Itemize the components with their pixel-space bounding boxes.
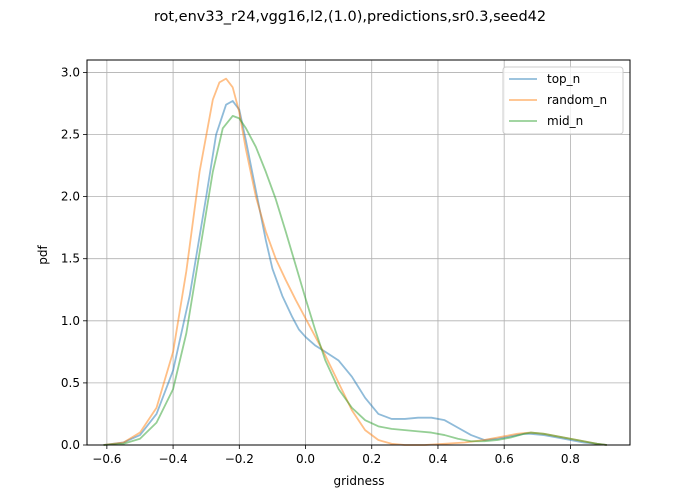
y-tick-label: 3.0 — [61, 65, 80, 79]
x-tick-label: 0.8 — [561, 452, 580, 466]
x-tick-label: −0.6 — [92, 452, 121, 466]
x-tick-label: 0.0 — [296, 452, 315, 466]
legend-box — [502, 66, 624, 135]
x-axis-label: gridness — [334, 474, 385, 488]
x-tick-label: −0.4 — [159, 452, 188, 466]
legend-label-random-n: random_n — [547, 93, 607, 107]
y-tick-label: 0.5 — [61, 376, 80, 390]
y-tick-label: 1.0 — [61, 314, 80, 328]
plot-area: −0.6 −0.4 −0.2 0.0 0.2 0.4 0.6 0.8 0.0 0.5 1.0 1.5 2… — [61, 59, 631, 466]
y-tick-label: 1.5 — [61, 252, 80, 266]
axes-frame — [86, 59, 631, 446]
legend: top_n random_n mid_n — [502, 66, 624, 135]
legend-label-top-n: top_n — [547, 72, 580, 86]
legend-label-mid-n: mid_n — [547, 114, 583, 128]
x-tick-label: −0.2 — [225, 452, 254, 466]
x-tick-label: 0.6 — [495, 452, 514, 466]
x-tick-label: 0.2 — [362, 452, 381, 466]
x-tick-label: 0.4 — [428, 452, 447, 466]
chart-title: rot,env33_r24,vgg16,l2,(1.0),predictions… — [154, 9, 546, 25]
series-line-mid-n — [103, 114, 607, 446]
y-tick-label: 0.0 — [61, 438, 80, 452]
y-axis-label: pdf — [36, 245, 50, 265]
y-tick-label: 2.0 — [61, 190, 80, 204]
y-tick-label: 2.5 — [61, 128, 80, 142]
